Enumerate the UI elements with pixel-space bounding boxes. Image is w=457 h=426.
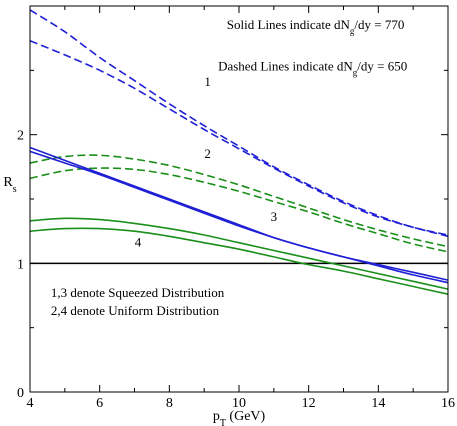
series-line-5-blue-solid xyxy=(29,146,449,284)
curve-label-2: 2 xyxy=(204,146,211,161)
x-axis-label: pT (GeV) xyxy=(213,409,266,426)
x-tick-label-12: 12 xyxy=(302,396,316,411)
y-axis-label: Rs xyxy=(3,175,16,195)
x-tick-label-4: 4 xyxy=(27,396,34,411)
curve-label-1: 1 xyxy=(204,74,211,89)
y-tick-label-0: 0 xyxy=(17,386,24,401)
x-tick-label-14: 14 xyxy=(371,396,385,411)
curve-label-3: 3 xyxy=(271,209,278,224)
series-layer xyxy=(29,9,449,295)
series-line-1-blue-dashed xyxy=(29,9,449,236)
series-line-4-green-dashed xyxy=(29,167,449,253)
x-tick-label-16: 16 xyxy=(441,396,455,411)
series-line-7-green-solid xyxy=(29,217,449,290)
x-tick-label-10: 10 xyxy=(232,396,246,411)
legend-dashed-note: Dashed Lines indicate dNg/dy = 650 xyxy=(218,58,407,77)
y-tick-label-2: 2 xyxy=(17,129,24,144)
curve-label-4: 4 xyxy=(135,235,142,250)
series-line-8-green-solid xyxy=(29,227,449,295)
legend-squeezed-note: 1,3 denote Squeezed Distribution xyxy=(51,285,225,300)
series-line-6-blue-solid xyxy=(29,150,449,281)
labels-layer: 1 2 3 4 xyxy=(135,74,277,250)
legend-solid-note: Solid Lines indicate dNg/dy = 770 xyxy=(227,17,405,36)
y-tick-label-1: 1 xyxy=(17,257,24,272)
x-tick-label-8: 8 xyxy=(166,396,173,411)
legend-uniform-note: 2,4 denote Uniform Distribution xyxy=(51,303,220,318)
x-tick-label-6: 6 xyxy=(96,396,103,411)
series-line-2-blue-dashed xyxy=(29,39,449,238)
